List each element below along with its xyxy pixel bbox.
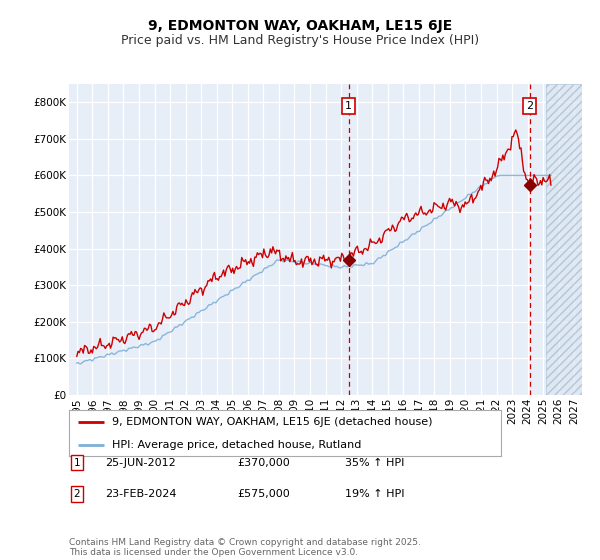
Text: 19% ↑ HPI: 19% ↑ HPI [345, 489, 404, 499]
Text: 35% ↑ HPI: 35% ↑ HPI [345, 458, 404, 468]
Text: HPI: Average price, detached house, Rutland: HPI: Average price, detached house, Rutl… [112, 440, 362, 450]
Text: Contains HM Land Registry data © Crown copyright and database right 2025.
This d: Contains HM Land Registry data © Crown c… [69, 538, 421, 557]
Text: 1: 1 [345, 101, 352, 111]
Text: 9, EDMONTON WAY, OAKHAM, LE15 6JE: 9, EDMONTON WAY, OAKHAM, LE15 6JE [148, 19, 452, 33]
Text: £575,000: £575,000 [237, 489, 290, 499]
Bar [546, 84, 582, 395]
Text: 25-JUN-2012: 25-JUN-2012 [105, 458, 176, 468]
Text: 1: 1 [73, 458, 80, 468]
Text: £370,000: £370,000 [237, 458, 290, 468]
Text: 2: 2 [526, 101, 533, 111]
Text: 2: 2 [73, 489, 80, 499]
Text: Price paid vs. HM Land Registry's House Price Index (HPI): Price paid vs. HM Land Registry's House … [121, 34, 479, 46]
Text: 9, EDMONTON WAY, OAKHAM, LE15 6JE (detached house): 9, EDMONTON WAY, OAKHAM, LE15 6JE (detac… [112, 417, 433, 427]
Text: 23-FEB-2024: 23-FEB-2024 [105, 489, 176, 499]
